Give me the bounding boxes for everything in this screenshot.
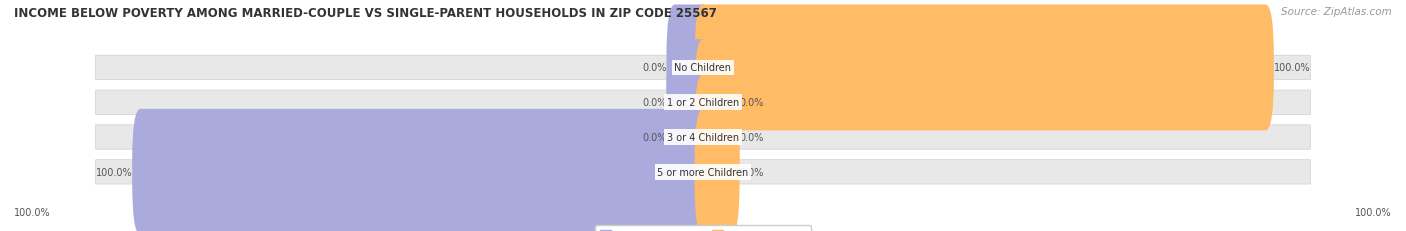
FancyBboxPatch shape — [96, 160, 1310, 184]
FancyBboxPatch shape — [695, 109, 740, 231]
Text: 0.0%: 0.0% — [643, 132, 666, 143]
Text: 100.0%: 100.0% — [96, 167, 132, 177]
Text: INCOME BELOW POVERTY AMONG MARRIED-COUPLE VS SINGLE-PARENT HOUSEHOLDS IN ZIP COD: INCOME BELOW POVERTY AMONG MARRIED-COUPL… — [14, 7, 717, 20]
FancyBboxPatch shape — [96, 56, 1310, 80]
Text: 0.0%: 0.0% — [740, 167, 763, 177]
Text: 5 or more Children: 5 or more Children — [658, 167, 748, 177]
FancyBboxPatch shape — [695, 5, 1274, 131]
FancyBboxPatch shape — [695, 75, 740, 200]
Text: 0.0%: 0.0% — [740, 98, 763, 108]
Legend: Married Couples, Single Parents: Married Couples, Single Parents — [595, 225, 811, 231]
FancyBboxPatch shape — [132, 109, 711, 231]
Text: 100.0%: 100.0% — [14, 207, 51, 217]
Text: 3 or 4 Children: 3 or 4 Children — [666, 132, 740, 143]
Text: 0.0%: 0.0% — [643, 63, 666, 73]
FancyBboxPatch shape — [666, 5, 711, 131]
FancyBboxPatch shape — [695, 40, 740, 165]
Text: 0.0%: 0.0% — [740, 132, 763, 143]
Text: 100.0%: 100.0% — [1274, 63, 1310, 73]
Text: No Children: No Children — [675, 63, 731, 73]
FancyBboxPatch shape — [666, 75, 711, 200]
Text: Source: ZipAtlas.com: Source: ZipAtlas.com — [1281, 7, 1392, 17]
FancyBboxPatch shape — [666, 40, 711, 165]
Text: 0.0%: 0.0% — [643, 98, 666, 108]
FancyBboxPatch shape — [96, 125, 1310, 150]
Text: 100.0%: 100.0% — [1355, 207, 1392, 217]
FancyBboxPatch shape — [96, 91, 1310, 115]
Text: 1 or 2 Children: 1 or 2 Children — [666, 98, 740, 108]
